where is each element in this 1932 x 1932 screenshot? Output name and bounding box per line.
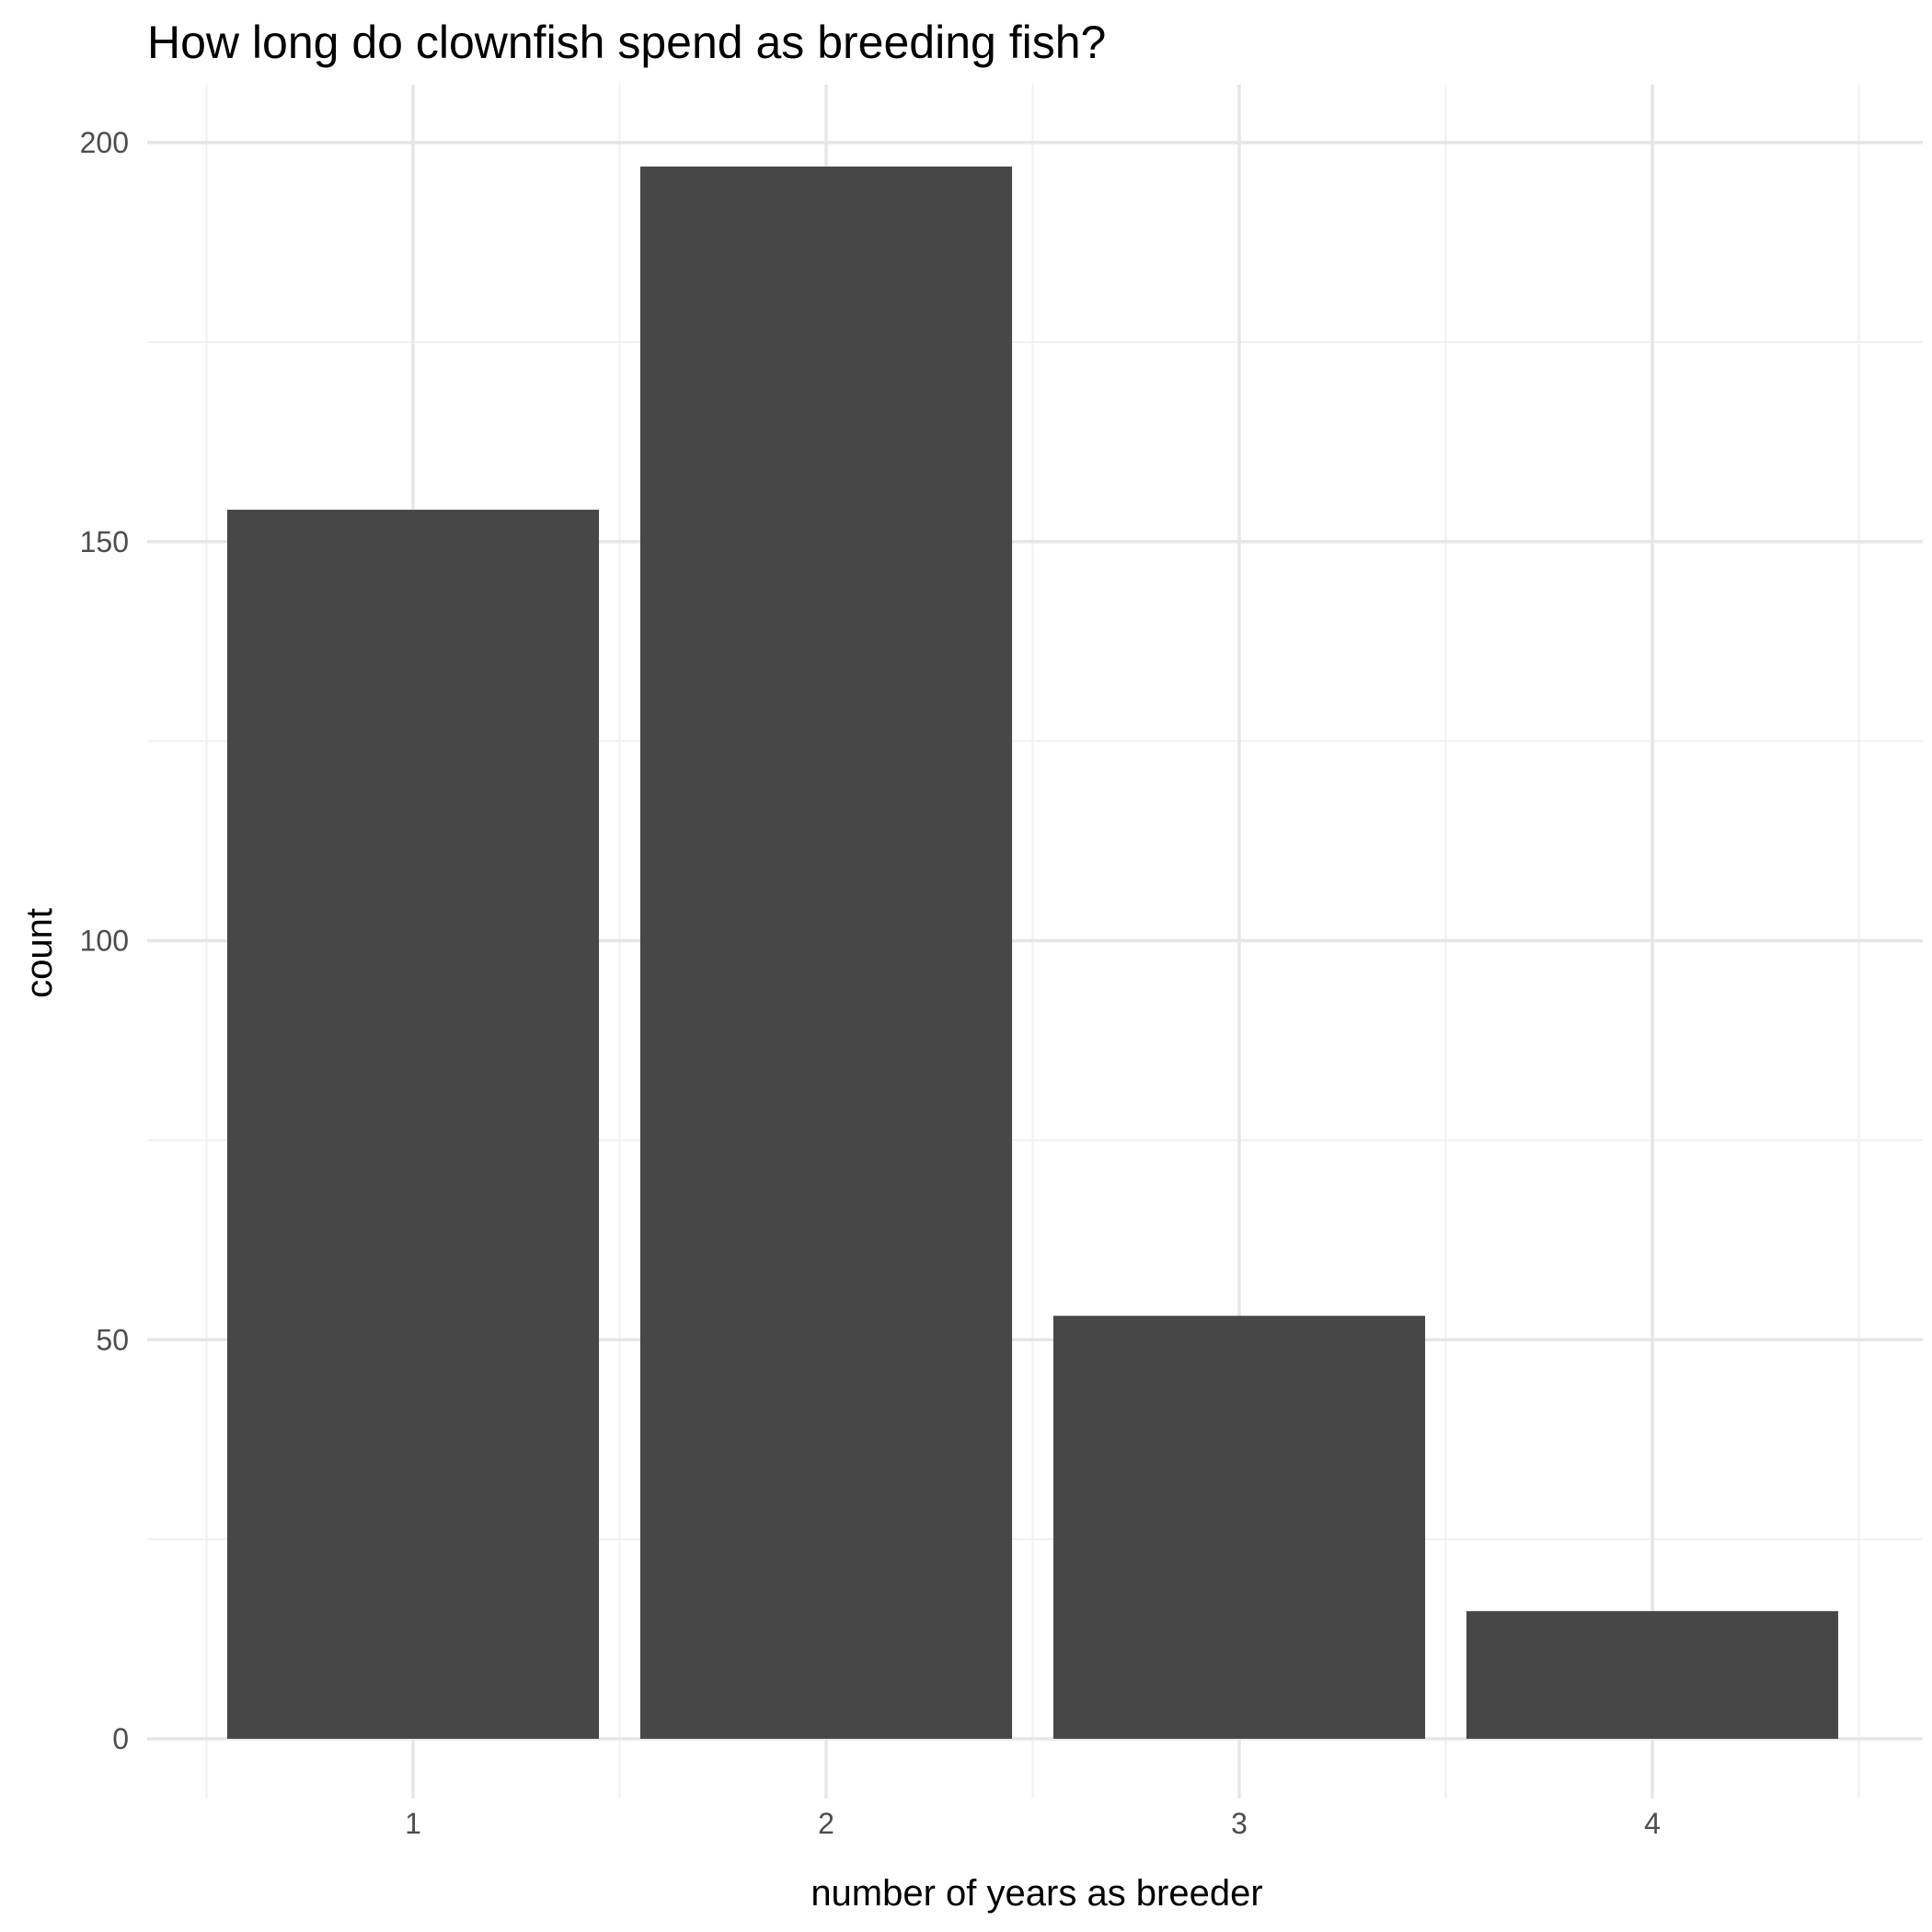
x-tick-label: 2 <box>818 1807 834 1840</box>
y-tick-label: 50 <box>96 1323 129 1356</box>
y-tick-label: 0 <box>112 1722 129 1755</box>
y-tick-label: 150 <box>80 525 129 558</box>
bar-1 <box>226 510 600 1739</box>
y-axis-tick-labels: 0 50 100 150 200 <box>80 126 129 1755</box>
bar-4 <box>1466 1611 1839 1739</box>
x-tick-label: 1 <box>405 1807 421 1840</box>
x-tick-label: 4 <box>1644 1807 1661 1840</box>
x-axis-tick-labels: 1 2 3 4 <box>405 1807 1661 1840</box>
chart-title: How long do clownfish spend as breeding … <box>147 17 1106 68</box>
bar-3 <box>1052 1316 1426 1739</box>
y-tick-label: 100 <box>80 925 129 958</box>
x-tick-label: 3 <box>1231 1807 1248 1840</box>
bars <box>226 167 1839 1739</box>
x-axis-title: number of years as breeder <box>811 1873 1262 1914</box>
bar-2 <box>639 167 1013 1739</box>
y-axis-title: count <box>19 908 60 998</box>
y-tick-label: 200 <box>80 126 129 159</box>
